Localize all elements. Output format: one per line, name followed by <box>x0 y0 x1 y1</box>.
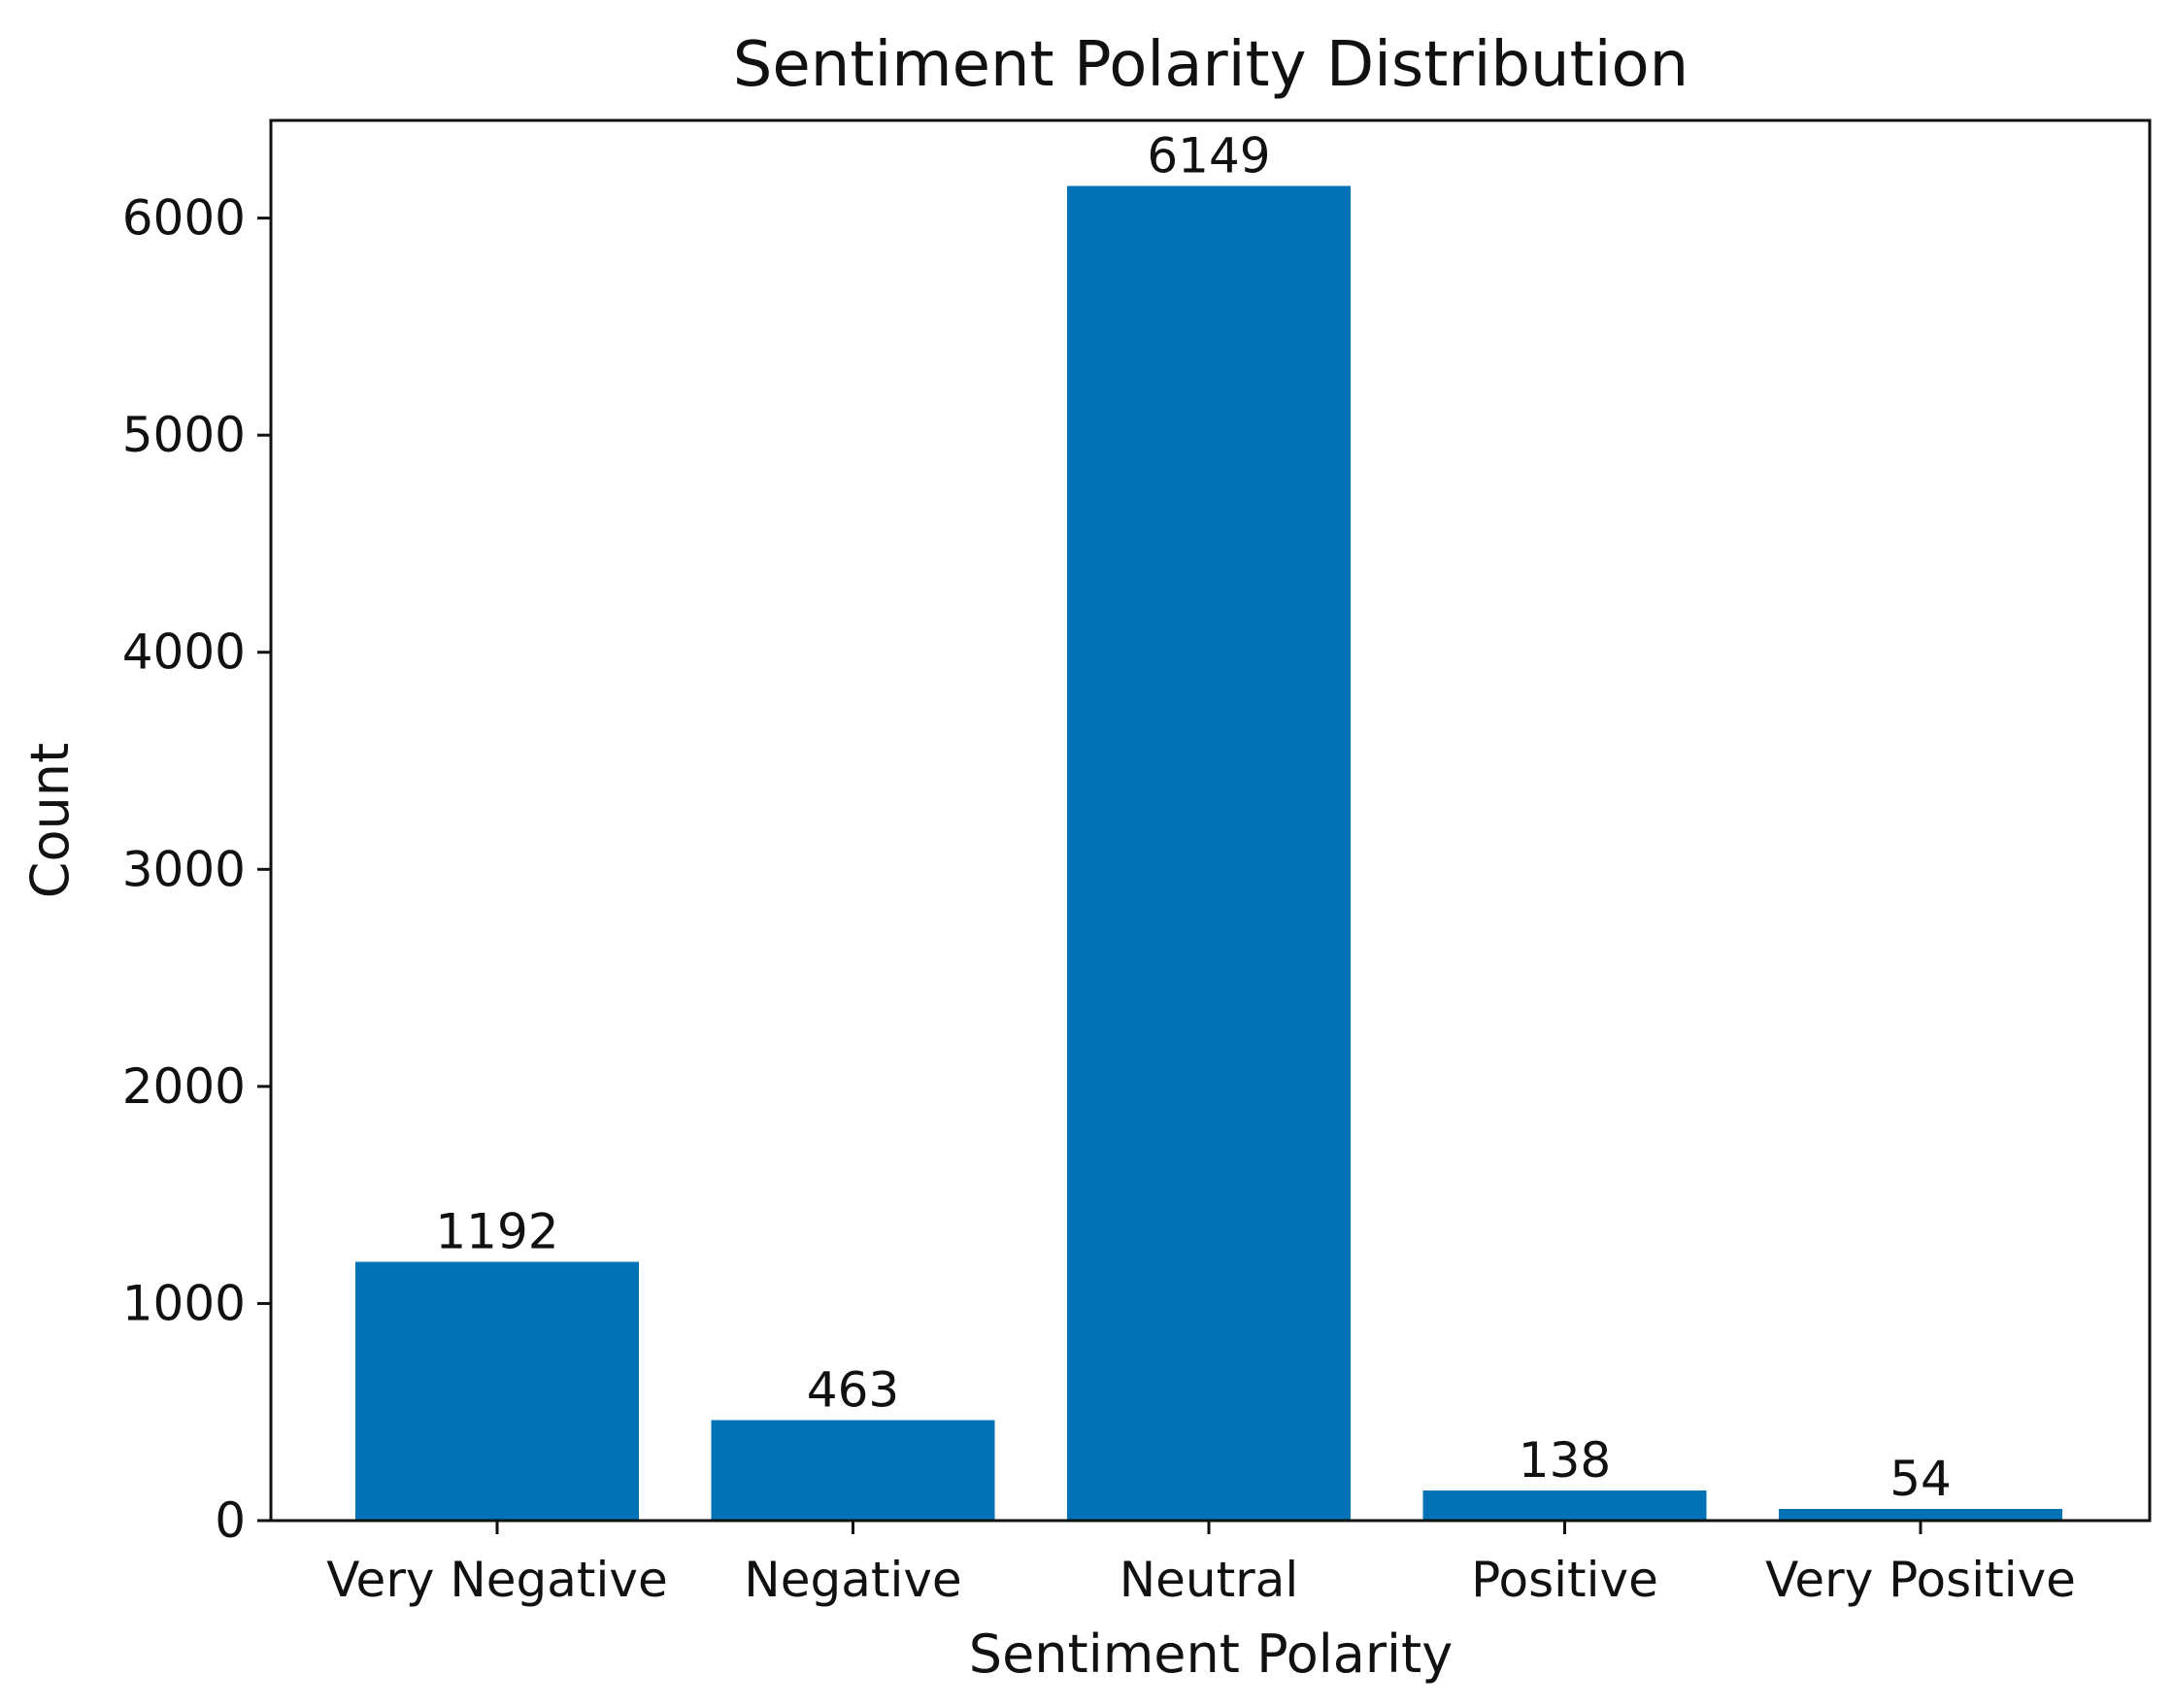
data-label-negative: 463 <box>807 1361 899 1418</box>
data-label-very-negative: 1192 <box>435 1204 558 1260</box>
y-tick-label: 6000 <box>122 190 246 247</box>
data-label-very-positive: 54 <box>1889 1451 1952 1507</box>
bar-very-positive <box>1779 1508 2062 1521</box>
bar-very-negative <box>355 1261 639 1521</box>
y-axis-ticks: 0 1000 2000 3000 4000 5000 6000 <box>122 190 271 1549</box>
y-axis-label: Count <box>19 743 81 898</box>
x-tick-label: Neutral <box>1120 1552 1299 1608</box>
y-tick-label: 1000 <box>122 1275 246 1331</box>
chart-title: Sentiment Polarity Distribution <box>733 29 1688 101</box>
x-tick-label: Negative <box>744 1552 961 1608</box>
bar-neutral <box>1067 185 1351 1521</box>
plot-frame <box>269 118 2152 1523</box>
x-tick-label: Very Positive <box>1765 1552 2076 1608</box>
data-labels-layer: 1192 463 6149 138 54 <box>435 127 1951 1507</box>
y-tick-label: 0 <box>215 1492 246 1549</box>
bars-layer <box>355 185 2062 1521</box>
bar-negative <box>711 1420 995 1521</box>
x-axis-label: Sentiment Polarity <box>969 1624 1453 1685</box>
y-tick-label: 3000 <box>122 841 246 897</box>
bar-positive <box>1422 1490 1707 1521</box>
x-tick-label: Very Negative <box>326 1552 668 1608</box>
y-tick-label: 2000 <box>122 1058 246 1115</box>
data-label-positive: 138 <box>1519 1432 1611 1489</box>
x-axis-ticks: Very Negative Negative Neutral Positive Very… <box>326 1521 2076 1608</box>
y-tick-label: 5000 <box>122 407 246 463</box>
data-label-neutral: 6149 <box>1147 127 1270 184</box>
y-tick-label: 4000 <box>122 624 246 681</box>
x-tick-label: Positive <box>1471 1552 1658 1608</box>
